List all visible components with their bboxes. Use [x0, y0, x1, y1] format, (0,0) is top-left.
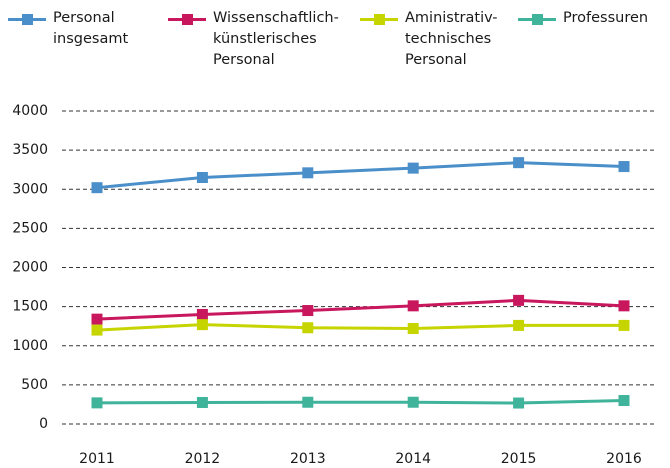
y-tick-label: 0: [39, 416, 48, 432]
legend-label: Aministrativ-technisches Personal: [405, 10, 498, 68]
point: [513, 397, 525, 409]
point: [513, 319, 525, 331]
series-line: [96, 298, 625, 321]
x-tick-label: 2014: [395, 451, 431, 467]
y-tick-label: 2000: [12, 260, 48, 276]
point: [618, 300, 630, 312]
legend-label: Personal insgesamt: [53, 10, 129, 47]
point: [302, 167, 314, 179]
x-tick-label: 2015: [501, 451, 537, 467]
legend-label: Wissenschaftlich-künstlerisches Personal: [213, 10, 339, 68]
legend-swatch: [518, 14, 556, 25]
point: [91, 313, 103, 325]
series-line: [96, 161, 625, 190]
series-line: [96, 323, 624, 332]
y-tick-label: 3000: [12, 181, 48, 197]
point: [618, 395, 630, 407]
point: [91, 182, 103, 194]
point: [196, 172, 208, 184]
point: [618, 319, 630, 331]
point: [196, 396, 208, 408]
y-tick-label: 3500: [12, 142, 48, 158]
legend-label: Professuren: [563, 10, 649, 26]
y-tick-label: 4000: [12, 103, 48, 119]
point: [618, 161, 630, 173]
legend-swatch: [360, 14, 398, 25]
point: [91, 397, 103, 409]
y-tick-label: 500: [21, 377, 48, 393]
y-tick-label: 1500: [12, 299, 48, 315]
point: [91, 324, 103, 336]
legend-swatch: [8, 14, 46, 25]
point: [513, 294, 525, 306]
point: [302, 396, 314, 408]
y-tick-label: 2500: [12, 220, 48, 236]
x-tick-label: 2011: [79, 451, 115, 467]
x-tick-label: 2016: [606, 451, 642, 467]
legend-swatch: [168, 14, 206, 25]
point: [302, 305, 314, 317]
x-tick-label: 2012: [185, 451, 221, 467]
point: [196, 308, 208, 320]
x-tick-label: 2013: [290, 451, 326, 467]
point: [407, 323, 419, 335]
point: [407, 162, 419, 174]
point: [407, 396, 419, 408]
point: [196, 319, 208, 331]
series-line: [96, 399, 625, 405]
point: [407, 300, 419, 312]
point: [513, 157, 525, 169]
y-tick-label: 1000: [12, 338, 48, 354]
point: [302, 322, 314, 334]
